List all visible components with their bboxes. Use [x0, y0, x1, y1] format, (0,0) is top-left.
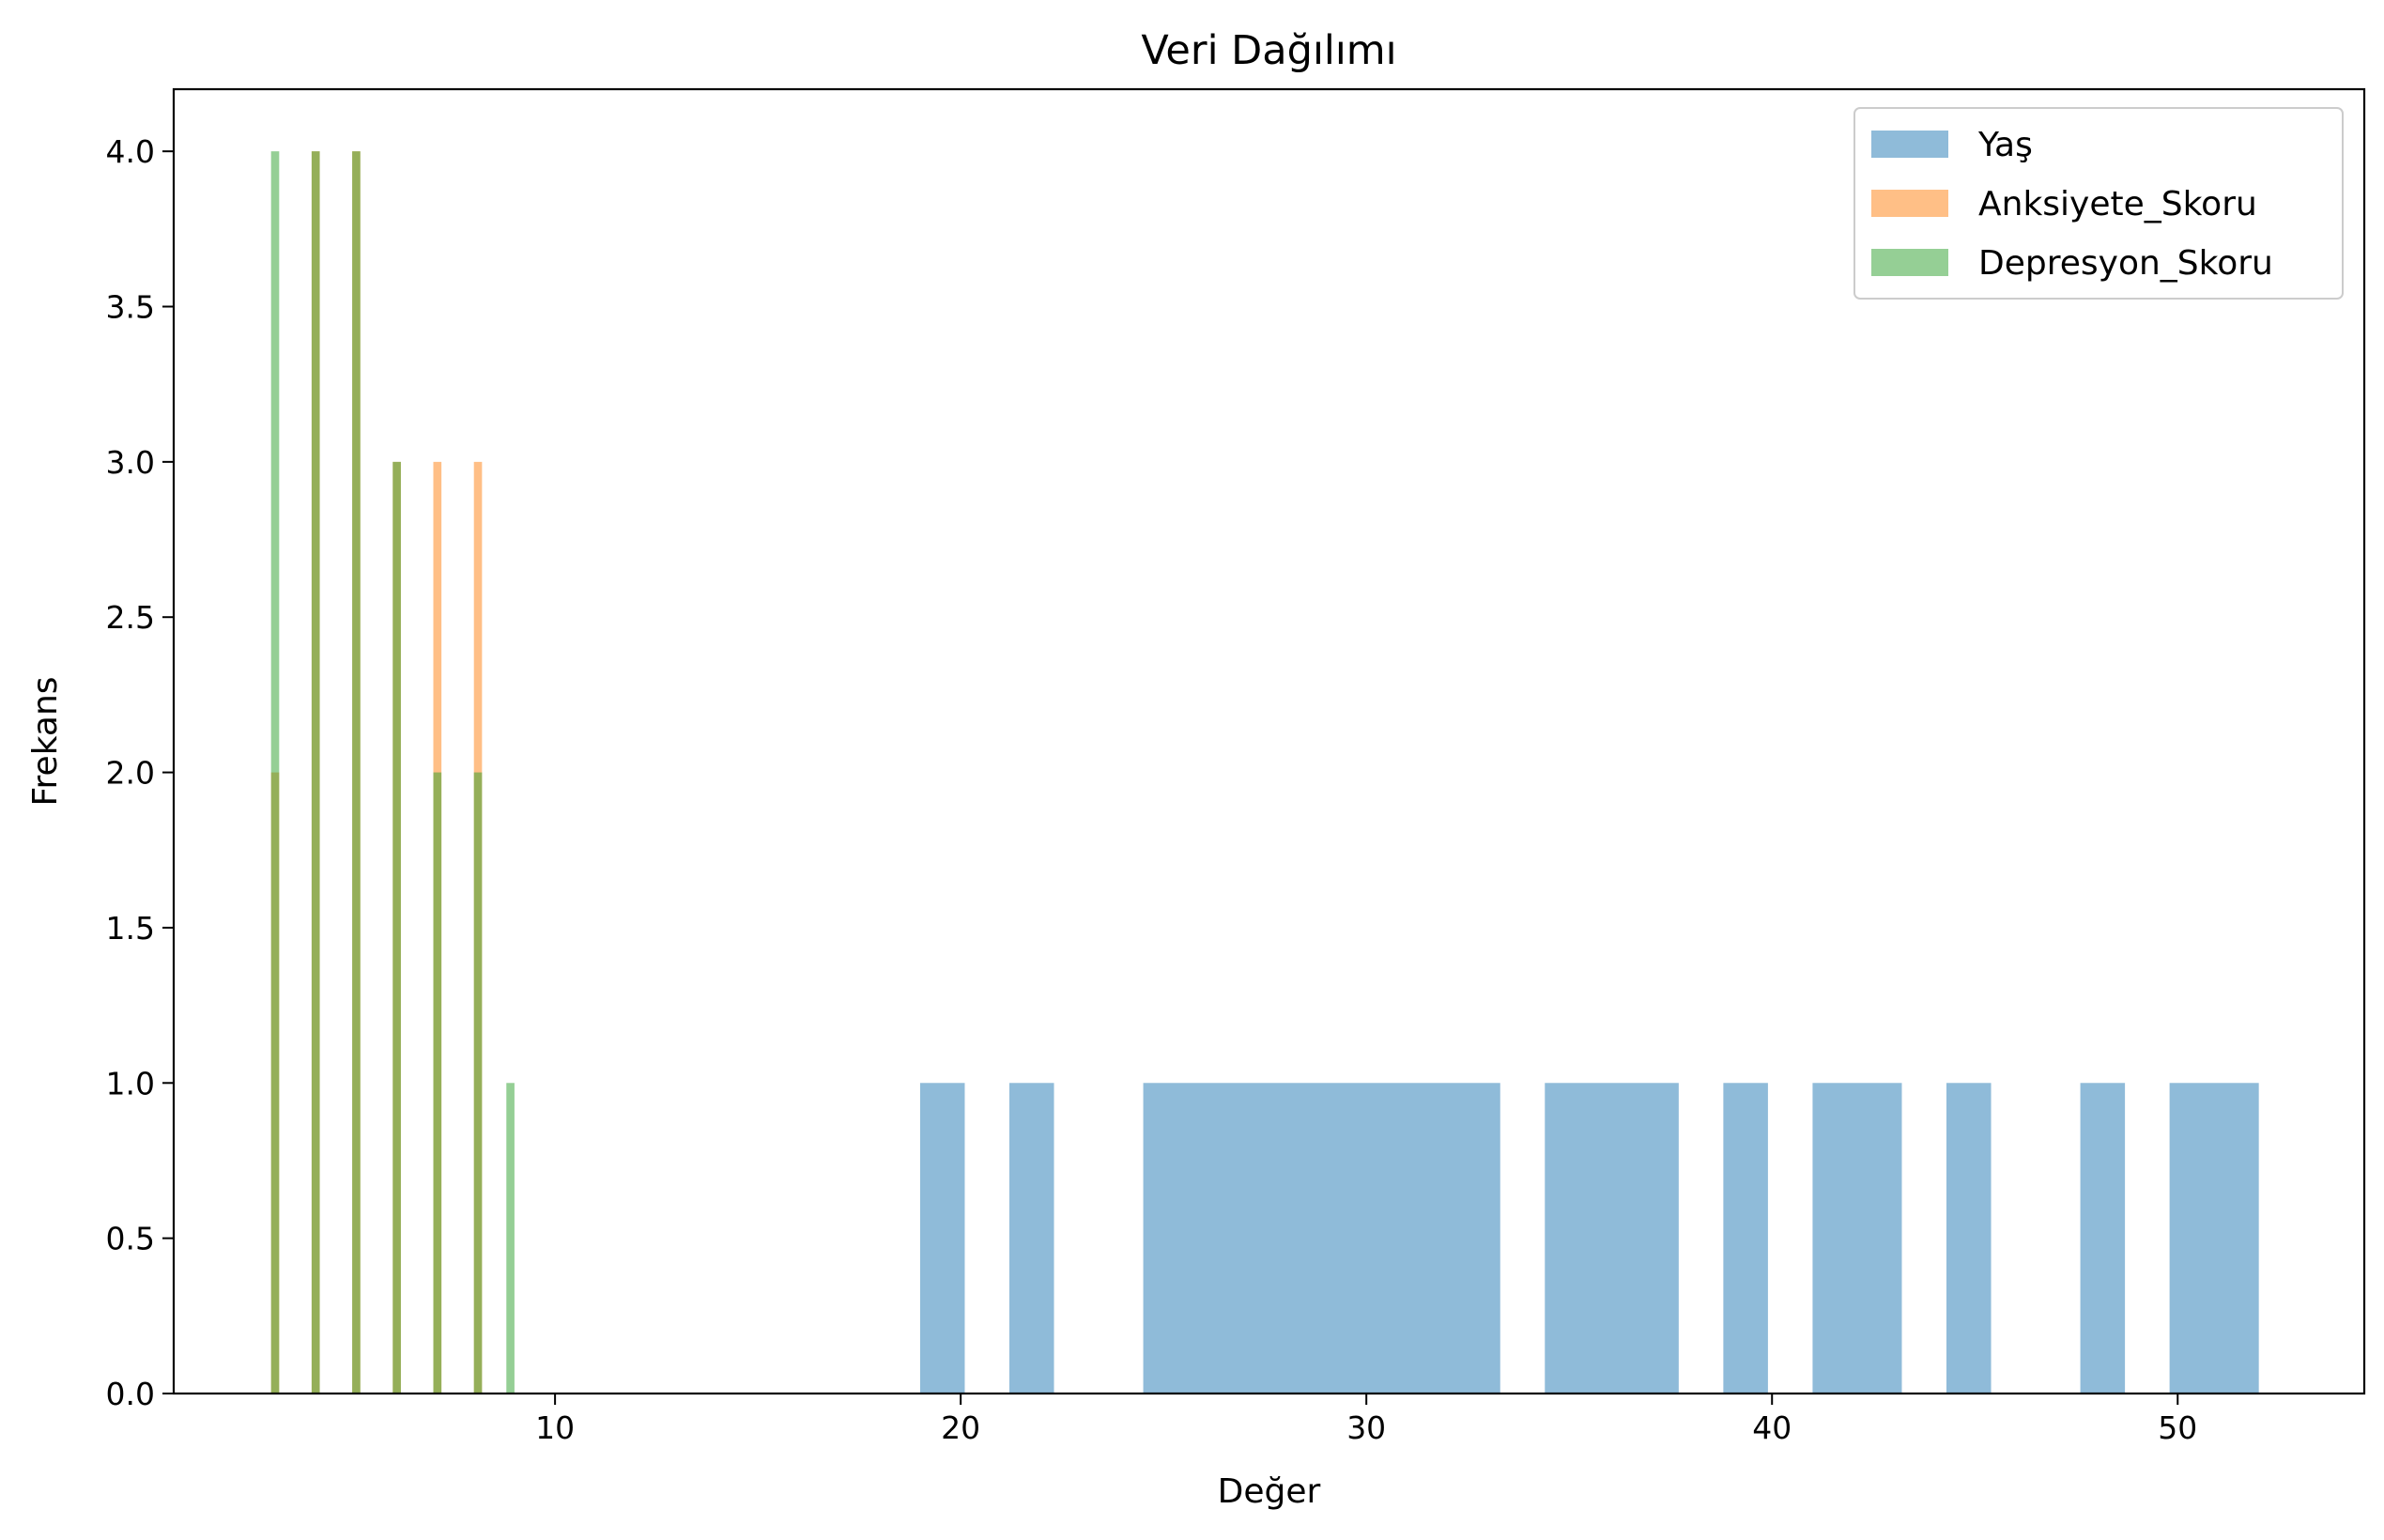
y-axis-ticks: 0.0 0.5 1.0 1.5 2.0 2.5 3.0 3.5 4.0: [106, 133, 174, 1412]
x-tick-label: 50: [2158, 1409, 2197, 1446]
x-tick-label: 30: [1346, 1409, 1386, 1446]
bar-depresyon-skoru-4: [433, 772, 442, 1394]
y-tick-label: 4.0: [106, 133, 155, 170]
y-tick-label: 0.5: [106, 1221, 155, 1257]
bar-depresyon-skoru-2: [352, 151, 361, 1394]
legend: Yaş Anksiyete_Skoru Depresyon_Skoru: [1853, 107, 2344, 300]
bar-depresyon-skoru-6: [506, 1083, 515, 1394]
legend-entry-ya: Yaş: [1871, 126, 2033, 164]
bar-ya-6: [1946, 1083, 1992, 1394]
legend-label: Yaş: [1977, 126, 2033, 164]
legend-label: Anksiyete_Skoru: [1978, 185, 2257, 223]
bar-ya-0: [919, 1083, 965, 1394]
legend-entry-depresyon-skoru: Depresyon_Skoru: [1871, 244, 2273, 283]
bars-layer: [270, 151, 2259, 1394]
x-axis-label: Değer: [1218, 1472, 1321, 1511]
y-axis-label: Frekans: [26, 676, 65, 806]
y-tick-label: 2.0: [106, 755, 155, 792]
bar-ya-8: [2169, 1083, 2259, 1394]
chart-title: Veri Dağılımı: [1141, 27, 1396, 74]
x-tick-label: 10: [535, 1409, 575, 1446]
legend-box: [1853, 107, 2344, 300]
bar-depresyon-skoru-5: [473, 772, 483, 1394]
legend-swatch: [1871, 249, 1948, 276]
series-depresyon-skoru: [270, 151, 515, 1394]
bar-depresyon-skoru-0: [270, 151, 280, 1394]
y-tick-label: 3.0: [106, 444, 155, 481]
bar-ya-2: [1143, 1083, 1500, 1394]
x-tick-label: 20: [941, 1409, 980, 1446]
bar-ya-4: [1723, 1083, 1768, 1394]
series-ya: [919, 1083, 2259, 1394]
y-tick-label: 0.0: [106, 1376, 155, 1412]
bar-ya-7: [2080, 1083, 2126, 1394]
bar-ya-3: [1545, 1083, 1679, 1394]
legend-swatch: [1871, 131, 1948, 158]
x-tick-label: 40: [1752, 1409, 1792, 1446]
bar-ya-1: [1008, 1083, 1054, 1394]
y-tick-label: 1.0: [106, 1065, 155, 1101]
legend-swatch: [1871, 190, 1948, 217]
legend-entry-anksiyete-skoru: Anksiyete_Skoru: [1871, 185, 2257, 223]
y-tick-label: 1.5: [106, 910, 155, 947]
plot-frame: [172, 87, 2366, 1395]
y-tick-label: 2.5: [106, 599, 155, 636]
bar-depresyon-skoru-3: [392, 461, 401, 1394]
bar-depresyon-skoru-1: [311, 151, 320, 1394]
bar-ya-5: [1812, 1083, 1902, 1394]
legend-entries: Yaş Anksiyete_Skoru Depresyon_Skoru: [1871, 126, 2273, 283]
y-tick-label: 3.5: [106, 289, 155, 326]
x-axis-ticks: 10 20 30 40 50: [535, 1394, 2197, 1446]
legend-label: Depresyon_Skoru: [1978, 244, 2273, 283]
